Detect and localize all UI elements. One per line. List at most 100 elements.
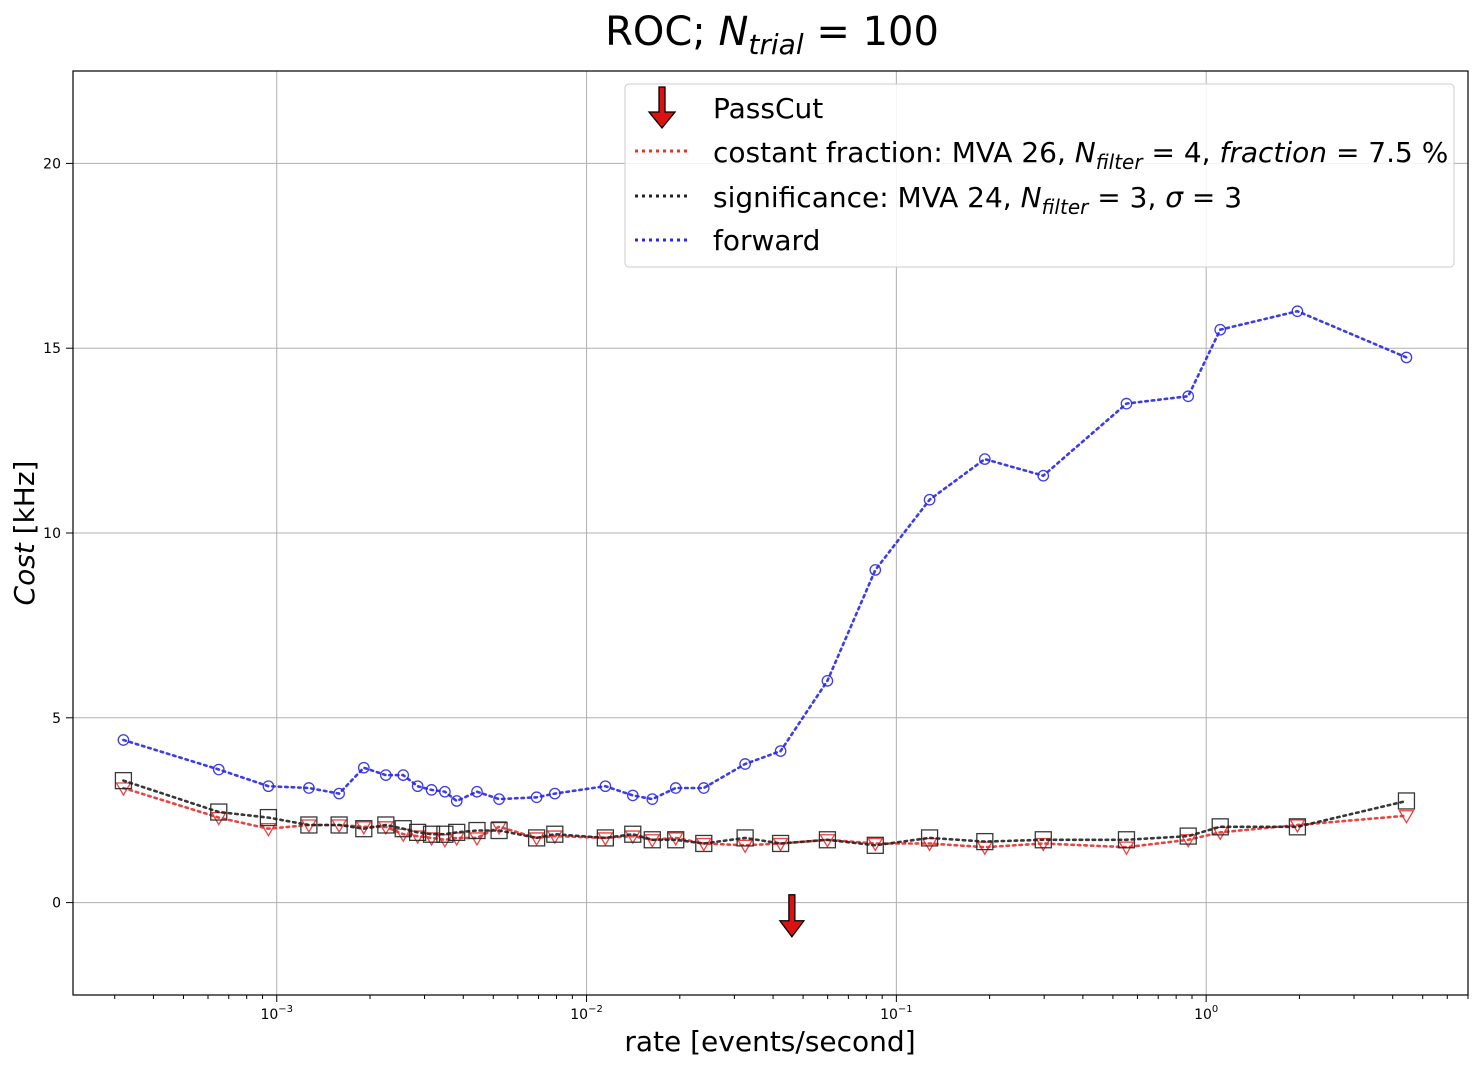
cf-point: [423, 832, 440, 847]
cf-point: [490, 821, 508, 836]
fwd-point: [821, 674, 834, 687]
cf-point: [1180, 834, 1197, 849]
fwd-point: [530, 791, 543, 804]
fwd-point: [333, 787, 345, 800]
y-tick-label: 20: [43, 156, 61, 172]
sig-point: [771, 834, 790, 853]
fwd-point: [548, 787, 561, 800]
sig-point: [377, 816, 395, 834]
sig-point: [408, 823, 427, 842]
fwd-point: [262, 780, 275, 793]
sig-point: [546, 825, 564, 843]
cf-point: [1035, 837, 1052, 852]
sig-point: [436, 825, 454, 843]
fwd-point: [774, 745, 787, 757]
sig-point: [527, 829, 546, 847]
chart-title: ROC; Ntrial = 100: [605, 9, 939, 61]
sig-point: [394, 820, 412, 838]
fwd-point: [1400, 351, 1413, 364]
fwd-point: [1214, 323, 1227, 336]
legend-label-passcut: PassCut: [713, 92, 823, 125]
sig-point: [818, 831, 837, 849]
fwd-point: [450, 795, 463, 807]
fwd-point: [697, 782, 710, 794]
fwd-point: [669, 782, 682, 794]
legend-label-sig: significance: MVA 24, Nfilter = 3, σ = 3: [713, 181, 1242, 219]
y-tick-label: 0: [52, 896, 61, 912]
fwd-point: [1182, 390, 1195, 403]
sig-point: [259, 808, 278, 827]
sig-point: [1288, 818, 1307, 836]
cf-point: [330, 819, 348, 834]
fwd-point: [117, 734, 130, 746]
plot-frame: [72, 70, 1469, 996]
fwd-point: [379, 769, 392, 781]
legend-passcut-arrow-icon: [647, 86, 677, 130]
legend: PassCut costant fraction: MVA 26, Nfilte…: [624, 83, 1455, 268]
passcut-layer: [778, 894, 806, 938]
sig-point: [490, 821, 508, 840]
fwd-point: [493, 793, 505, 805]
sig-point: [114, 771, 133, 790]
series-sig: [114, 771, 1416, 854]
y-axis-label: Cost [kHz]: [8, 461, 41, 606]
x-tick-label: 10−1: [880, 1004, 913, 1023]
fwd-point: [739, 758, 751, 770]
legend-label-fwd: forward: [713, 224, 820, 257]
sig-point: [1211, 818, 1229, 836]
cf-point: [260, 823, 277, 837]
sig-point: [920, 829, 939, 847]
fwd-point: [397, 769, 410, 781]
sig-point: [1034, 831, 1052, 849]
sig-point: [866, 836, 884, 854]
x-tick-label: 10−3: [260, 1004, 293, 1023]
legend-label-cf: costant fraction: MVA 26, Nfilter = 4, f…: [713, 136, 1448, 174]
cf-point: [546, 830, 563, 845]
sig-point: [422, 825, 441, 843]
x-axis-label: rate [events/second]: [624, 1025, 915, 1058]
sig-point: [976, 832, 994, 851]
fwd-point: [1120, 397, 1133, 410]
cf-point: [377, 821, 394, 836]
axis-ticks: 10−3 10−2 10−1 100 0 5 10 15 20: [43, 156, 1469, 1023]
sig-point: [695, 834, 713, 853]
sig-point: [667, 831, 685, 849]
fwd-point: [869, 564, 882, 576]
cf-point: [528, 832, 545, 847]
x-tick-label: 10−2: [570, 1004, 603, 1023]
x-tick-label: 100: [1194, 1004, 1218, 1023]
fwd-point: [212, 763, 225, 776]
cf-point: [624, 830, 641, 845]
series-fwd: [117, 305, 1413, 807]
fwd-point: [923, 493, 936, 506]
fwd-point: [1291, 305, 1304, 318]
fwd-point: [411, 780, 424, 793]
sig-point: [1397, 792, 1416, 810]
fwd-point: [599, 780, 612, 793]
fwd-point: [357, 761, 370, 774]
cf-point: [1398, 810, 1415, 825]
sig-point: [300, 816, 318, 834]
y-tick-label: 10: [43, 526, 61, 542]
sig-point: [330, 816, 348, 834]
sig-point: [1117, 831, 1136, 849]
series-layer: [114, 305, 1416, 856]
sig-point: [643, 831, 661, 849]
cf-point: [695, 837, 712, 852]
sig-point: [624, 825, 642, 843]
sig-point: [468, 821, 486, 840]
sig-point: [355, 820, 373, 838]
sig-point: [448, 823, 466, 842]
fwd-point: [471, 785, 483, 798]
fwd-point: [439, 785, 451, 798]
fwd-point: [303, 782, 315, 794]
series-line-fwd: [122, 309, 1408, 803]
sig-point: [596, 829, 614, 847]
y-tick-label: 5: [52, 711, 61, 727]
legend-box: [624, 83, 1455, 268]
series-line-sig: [122, 779, 1408, 847]
fwd-point: [425, 784, 438, 796]
y-tick-label: 15: [43, 341, 61, 357]
fwd-point: [978, 453, 991, 465]
